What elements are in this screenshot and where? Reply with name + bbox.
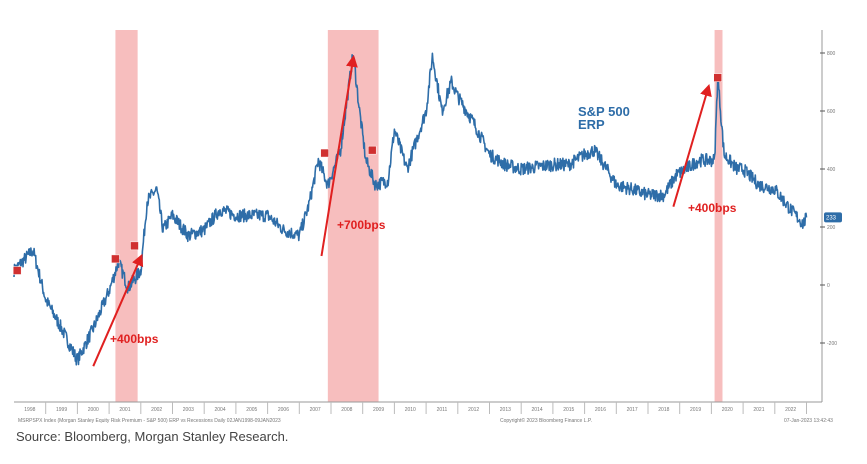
x-tick-label: 2016: [595, 407, 606, 413]
x-tick-label: 2012: [468, 407, 479, 413]
x-tick-label: 2002: [151, 407, 162, 413]
x-tick-label: 2005: [246, 407, 257, 413]
x-tick-label: 2021: [753, 407, 764, 413]
y-tick-label: 200: [827, 225, 836, 231]
x-tick-label: 2010: [405, 407, 416, 413]
x-tick-label: 2007: [310, 407, 321, 413]
arrow: [320, 54, 358, 257]
x-tick-label: 1998: [24, 407, 35, 413]
series-annotation-line2: ERP: [578, 117, 605, 132]
x-tick-label: 2000: [88, 407, 99, 413]
y-tick-label: 600: [827, 109, 836, 115]
arrow-label: +400bps: [110, 332, 159, 346]
y-tick-label: 800: [827, 51, 836, 57]
event-marker: [320, 148, 329, 158]
x-tick-label: 2022: [785, 407, 796, 413]
x-tick-label: 2001: [119, 407, 130, 413]
y-tick-label: -200: [827, 341, 837, 347]
x-tick-label: 2006: [278, 407, 289, 413]
bloomberg-caption: MSRPSPX Index (Morgan Stanley Equity Ris…: [18, 418, 281, 424]
arrow: [672, 83, 712, 207]
x-tick-label: 2008: [341, 407, 352, 413]
copyright: Copyright© 2023 Bloomberg Finance L.P.: [500, 417, 592, 424]
source-note: Source: Bloomberg, Morgan Stanley Resear…: [16, 429, 289, 444]
x-tick-label: 2019: [690, 407, 701, 413]
timestamp: 07-Jan-2023 13:42:43: [784, 418, 833, 424]
event-marker: [367, 145, 377, 155]
y-tick-label: 0: [827, 283, 830, 289]
x-tick-label: 1999: [56, 407, 67, 413]
recession-band: [327, 30, 379, 402]
last-value-badge: [824, 212, 842, 223]
event-marker: [713, 73, 722, 82]
x-tick-label: 2017: [627, 407, 638, 413]
series-annotation-line1: S&P 500: [578, 104, 630, 119]
erp-series-line: [13, 52, 808, 366]
erp-chart: 233 +400bps+700bps+400bps 8006004002000-…: [12, 30, 842, 424]
arrow-label: +400bps: [688, 201, 737, 215]
x-tick-label: 2020: [722, 407, 733, 413]
x-tick-label: 2009: [373, 407, 384, 413]
arrow-label: +700bps: [337, 218, 386, 232]
last-value-label: 233: [826, 215, 837, 221]
x-tick-label: 2003: [183, 407, 194, 413]
y-tick-label: 400: [827, 167, 836, 173]
event-marker: [130, 241, 139, 251]
arrow: [92, 253, 144, 367]
x-tick-label: 2004: [214, 407, 225, 413]
x-tick-label: 2013: [500, 407, 511, 413]
x-tick-label: 2014: [531, 407, 542, 413]
recession-band: [115, 30, 138, 402]
x-tick-label: 2011: [437, 407, 448, 413]
recession-band: [714, 30, 723, 402]
x-tick-label: 2015: [563, 407, 574, 413]
x-tick-label: 2018: [658, 407, 669, 413]
event-marker: [111, 254, 120, 264]
event-marker: [12, 266, 22, 275]
